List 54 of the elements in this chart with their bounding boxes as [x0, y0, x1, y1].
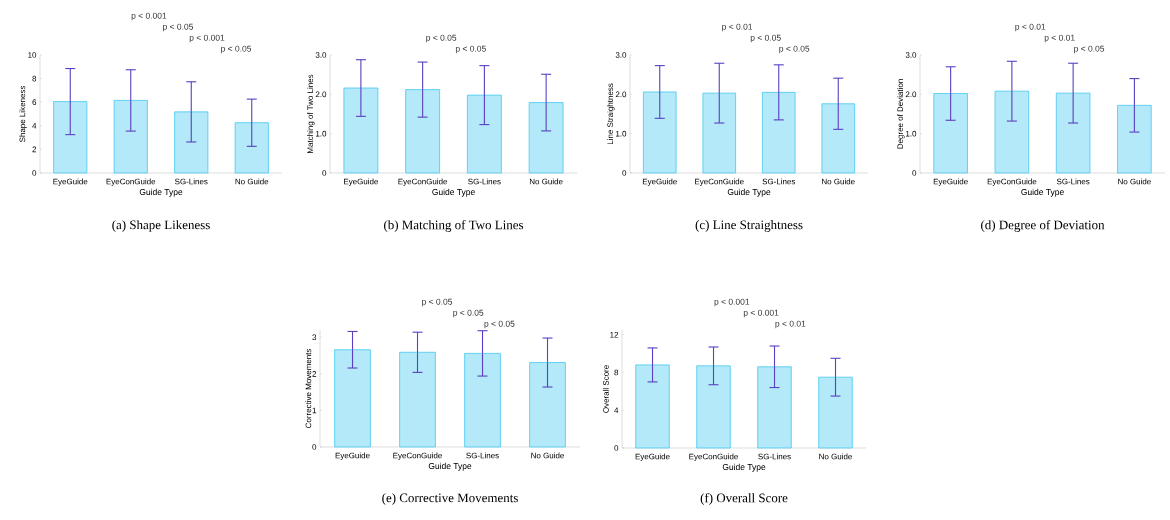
x-axis-title: Guide Type — [727, 188, 771, 197]
text: p < 0.01 — [722, 23, 753, 32]
text: p < 0.05 — [221, 45, 252, 54]
bar — [696, 365, 731, 449]
text: p < 0.01 — [1015, 23, 1046, 32]
bar — [1117, 104, 1152, 174]
text: p < 0.05 — [1074, 45, 1105, 54]
text: p < 0.001 — [743, 309, 779, 318]
x-axis-title: Guide Type — [722, 463, 766, 472]
text: p < 0.01 — [1044, 34, 1075, 43]
bar — [334, 349, 371, 448]
bar — [635, 364, 670, 449]
text: p < 0.05 — [426, 34, 457, 43]
bar — [405, 89, 441, 174]
bar — [174, 111, 209, 174]
bar — [933, 93, 968, 174]
text: p < 0.05 — [484, 320, 515, 329]
text: p < 0.05 — [779, 45, 810, 54]
bar — [464, 352, 501, 448]
text: p < 0.05 — [750, 34, 781, 43]
text: p < 0.001 — [714, 298, 750, 307]
text: (f) Overall Score — [700, 493, 788, 505]
text: (b) Matching of Two Lines — [384, 220, 524, 232]
x-axis-title: Guide Type — [428, 462, 472, 471]
bar — [994, 90, 1030, 174]
x-axis-title: Guide Type — [1021, 188, 1064, 197]
bar — [757, 366, 792, 449]
text: p < 0.01 — [775, 320, 806, 329]
text: p < 0.05 — [163, 23, 194, 32]
bar — [762, 91, 796, 174]
bar — [702, 92, 737, 174]
text: (e) Corrective Movements — [382, 493, 518, 505]
bar — [234, 122, 269, 174]
text: p < 0.05 — [422, 298, 453, 307]
text: (a) Shape Likeness — [112, 220, 210, 232]
bar — [529, 362, 566, 448]
text: p < 0.001 — [189, 34, 225, 43]
text: p < 0.001 — [131, 12, 167, 21]
text: p < 0.05 — [455, 45, 486, 54]
bar — [113, 100, 148, 174]
x-axis-title: Guide Type — [139, 188, 183, 197]
bar — [528, 102, 564, 174]
bar — [467, 94, 502, 174]
bar — [1055, 92, 1091, 174]
text: (c) Line Straightness — [695, 220, 803, 232]
x-axis-title: Guide Type — [432, 188, 475, 197]
bar — [399, 351, 436, 448]
bar — [53, 101, 88, 174]
bar — [643, 91, 677, 174]
text: (d) Degree of Deviation — [981, 220, 1105, 232]
bar — [821, 103, 856, 174]
bar — [818, 376, 853, 449]
bar — [343, 87, 379, 174]
text: p < 0.05 — [453, 309, 484, 318]
